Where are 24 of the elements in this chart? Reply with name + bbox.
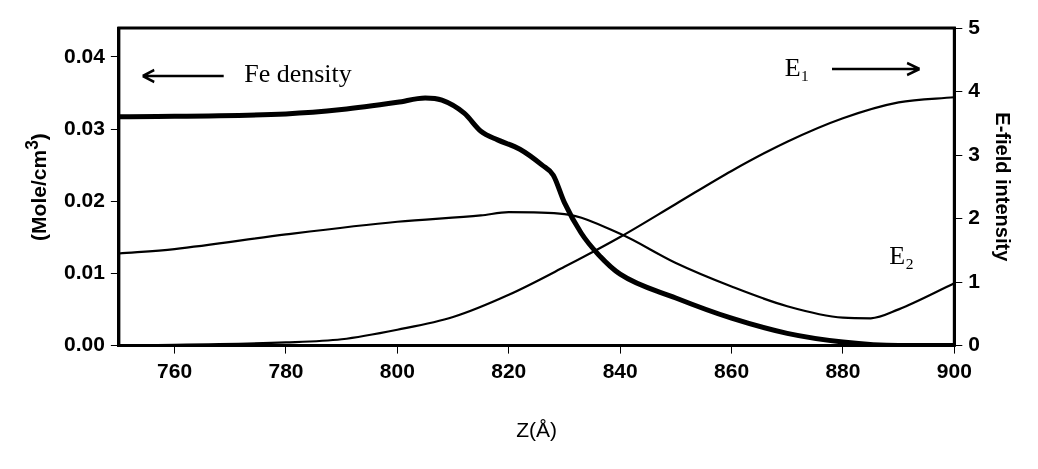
x-tick-label: 760	[157, 359, 193, 382]
y-tick-label: 0.01	[64, 260, 106, 284]
x-tick-label: 900	[936, 359, 972, 382]
x-tick-label: 860	[714, 359, 750, 382]
y2-axis-title: E-field intensity	[992, 112, 1015, 263]
y-tick-label: 0.03	[64, 115, 105, 139]
x-tick-label: 820	[491, 359, 527, 382]
x-tick-label: 880	[825, 359, 861, 382]
x-axis-title: Z(Å)	[516, 418, 558, 442]
legend-label: Fe density	[244, 59, 352, 89]
x-tick-label: 800	[379, 359, 415, 382]
y2-tick-label: 5	[968, 14, 981, 38]
y2-tick-label: 3	[968, 141, 981, 165]
y-tick-label: 0.04	[64, 43, 106, 67]
y2-tick-label: 1	[968, 268, 981, 292]
series-label: E₁	[784, 53, 810, 83]
y-tick-label: 0.00	[64, 332, 105, 356]
x-tick-label: 780	[268, 359, 304, 382]
series-label: E₂	[889, 240, 915, 270]
x-tick-label: 840	[602, 359, 638, 382]
y-tick-label: 0.02	[64, 188, 105, 212]
y2-tick-label: 0	[968, 332, 981, 356]
y2-tick-label: 2	[968, 205, 981, 229]
y2-tick-label: 4	[968, 78, 981, 102]
